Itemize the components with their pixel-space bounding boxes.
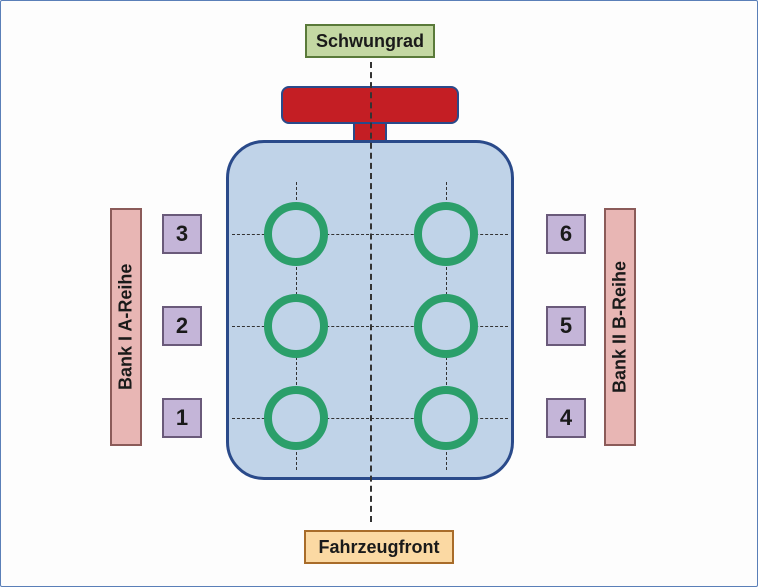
flywheel-label: Schwungrad bbox=[305, 24, 435, 58]
vehicle-front-label-text: Fahrzeugfront bbox=[319, 537, 440, 558]
cylinder-4 bbox=[414, 386, 478, 450]
bank-left: Bank I A-Reihe bbox=[110, 208, 142, 446]
cylinder-1 bbox=[264, 386, 328, 450]
centerline-main bbox=[370, 62, 372, 522]
cyl-label-2: 2 bbox=[162, 306, 202, 346]
cylinder-5 bbox=[414, 294, 478, 358]
flywheel-label-text: Schwungrad bbox=[316, 31, 424, 52]
bank-right-text: Bank II B-Reihe bbox=[610, 261, 631, 393]
vehicle-front-label: Fahrzeugfront bbox=[304, 530, 454, 564]
cylinder-2 bbox=[264, 294, 328, 358]
cyl-label-3: 3 bbox=[162, 214, 202, 254]
bank-left-text: Bank I A-Reihe bbox=[116, 264, 137, 390]
cylinder-6 bbox=[414, 202, 478, 266]
bank-right: Bank II B-Reihe bbox=[604, 208, 636, 446]
cyl-label-5: 5 bbox=[546, 306, 586, 346]
cyl-label-6: 6 bbox=[546, 214, 586, 254]
cylinder-3 bbox=[264, 202, 328, 266]
cyl-label-1: 1 bbox=[162, 398, 202, 438]
cyl-label-4: 4 bbox=[546, 398, 586, 438]
diagram-container: Schwungrad Bank I A-Reihe Bank II B-Reih… bbox=[0, 0, 758, 587]
